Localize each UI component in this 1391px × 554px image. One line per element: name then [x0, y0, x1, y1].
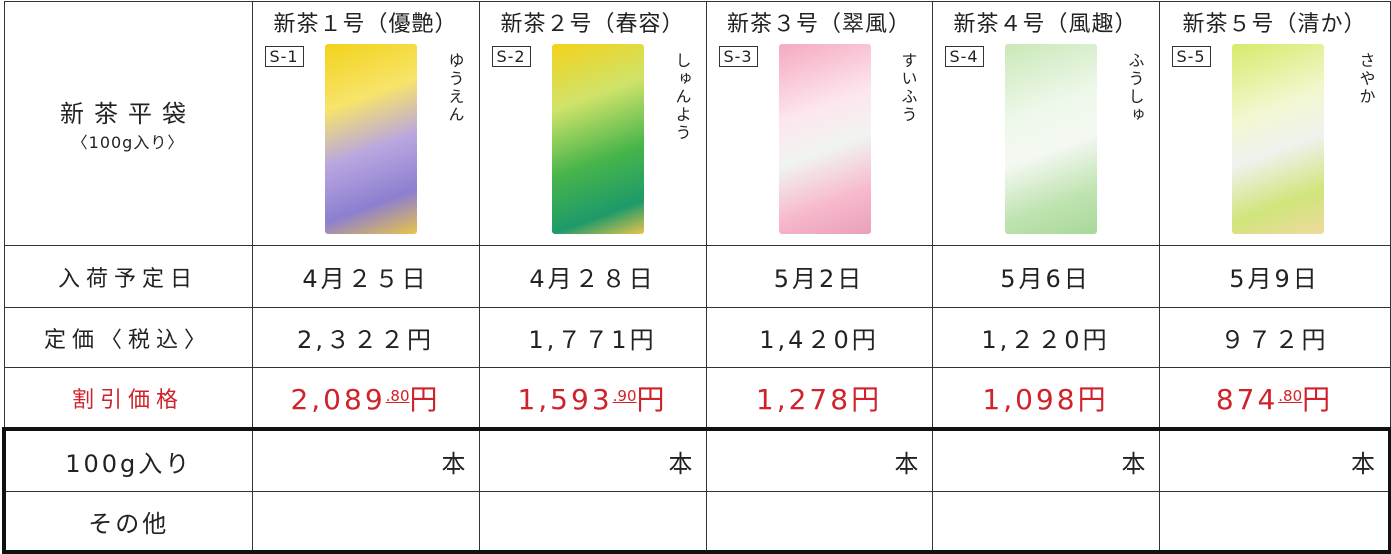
order-input[interactable]: 本 — [705, 427, 933, 492]
row-value: 1,２２0円 — [931, 307, 1160, 368]
row-value: ９７２円 — [1158, 307, 1391, 368]
product-name: 新茶１号（優艶） — [273, 12, 458, 37]
product-package — [1231, 44, 1324, 234]
product-reading: すいふう — [898, 52, 918, 124]
row-label: 入荷予定日 — [3, 245, 253, 308]
product-package — [1004, 44, 1097, 234]
product-code: S-1 — [264, 46, 304, 67]
discount-integer: 1,278 — [755, 382, 852, 416]
product-name: 新茶３号（翠風） — [726, 12, 911, 37]
row-value: 1,７７1円 — [478, 307, 707, 368]
order-input[interactable]: 本 — [251, 427, 480, 492]
discount-decimal: .80 — [385, 386, 410, 405]
row-value: 4月２５日 — [251, 245, 480, 308]
discount-unit: 円 — [1077, 382, 1109, 416]
discount-value: 1,593.90円 — [478, 367, 707, 430]
product-reading: さやか — [1356, 52, 1376, 106]
product-code: S-3 — [718, 46, 758, 67]
product-cell: 新茶１号（優艶） S-1 ゆうえん — [251, 1, 480, 246]
discount-unit: 円 — [409, 382, 441, 416]
order-label: 100g入り — [2, 427, 253, 492]
order-row: その他 — [2, 491, 1391, 554]
row-value: 5月9日 — [1158, 245, 1391, 308]
discount-value: 2,089.80円 — [251, 367, 480, 430]
header-label: 新茶平袋 — [60, 100, 196, 128]
product-cell: 新茶３号（翠風） S-3 すいふう — [705, 1, 933, 246]
product-code: S-5 — [1171, 46, 1211, 67]
product-cell: 新茶２号（春容） S-2 しゅんよう — [478, 1, 707, 246]
order-input[interactable]: 本 — [478, 427, 707, 492]
discount-value: 1,098円 — [931, 367, 1160, 430]
discount-integer: 1,098 — [982, 382, 1078, 416]
order-input[interactable] — [931, 491, 1160, 554]
discount-integer: 2,089 — [290, 382, 386, 416]
header-sublabel: 〈100g入り〉 — [71, 133, 185, 152]
product-package — [778, 44, 871, 234]
discount-integer: 1,593 — [517, 382, 613, 416]
product-code: S-2 — [491, 46, 531, 67]
product-package — [551, 44, 644, 234]
order-input[interactable] — [478, 491, 707, 554]
product-reading: ふうしゅ — [1125, 52, 1145, 124]
row-value: 5月2日 — [705, 245, 933, 308]
discount-unit: 円 — [851, 382, 883, 416]
row-value: 5月6日 — [931, 245, 1160, 308]
order-label: その他 — [2, 491, 253, 554]
product-code: S-4 — [944, 46, 984, 67]
product-cell: 新茶４号（風趣） S-4 ふうしゅ — [931, 1, 1160, 246]
discount-label: 割引価格 — [3, 367, 253, 430]
discount-unit: 円 — [636, 382, 668, 416]
product-name: 新茶４号（風趣） — [953, 12, 1138, 37]
order-input[interactable]: 本 — [1158, 427, 1391, 492]
order-input[interactable]: 本 — [931, 427, 1160, 492]
order-input[interactable] — [705, 491, 933, 554]
discount-value: 1,278円 — [705, 367, 933, 430]
discount-value: 874.80円 — [1158, 367, 1391, 430]
product-reading: しゅんよう — [672, 52, 692, 142]
product-name: 新茶５号（清か） — [1182, 12, 1367, 37]
product-reading: ゆうえん — [445, 52, 465, 124]
order-row: 100g入り本本本本本 — [2, 427, 1391, 492]
row-value: 4月２８日 — [478, 245, 707, 308]
order-input[interactable] — [1158, 491, 1391, 554]
discount-decimal: .90 — [612, 386, 637, 405]
order-input[interactable] — [251, 491, 480, 554]
product-package — [324, 44, 417, 234]
discount-integer: 874 — [1215, 382, 1279, 416]
header-label-cell: 新茶平袋〈100g入り〉 — [3, 1, 253, 246]
header-row: 新茶平袋 〈100g入り〉 新茶１号（優艶） S-1 ゆうえん 新茶２号（春容） S-2 しゅ… — [3, 1, 1391, 246]
row-label: 定価〈税込〉 — [3, 307, 253, 368]
discount-row: 割引価格 2,089.80円 1,593.90円 1,278円 1,098円 874.80… — [3, 367, 1391, 430]
product-cell: 新茶５号（清か） S-5 さやか — [1158, 1, 1391, 246]
discount-decimal: .80 — [1278, 386, 1303, 405]
info-row: 入荷予定日 4月２５日 4月２８日 5月2日 5月6日 5月9日 — [3, 245, 1391, 308]
row-value: 1,4２0円 — [705, 307, 933, 368]
product-name: 新茶２号（春容） — [500, 12, 685, 37]
info-row: 定価〈税込〉 2,３２２円 1,７７1円 1,4２0円 1,２２0円 ９７２円 — [3, 307, 1391, 368]
row-value: 2,３２２円 — [251, 307, 480, 368]
discount-unit: 円 — [1302, 382, 1334, 416]
